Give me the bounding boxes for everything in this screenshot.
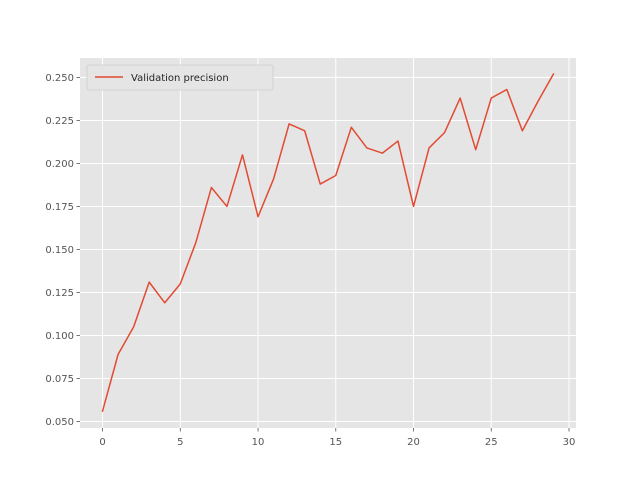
x-tick-label: 10: [252, 437, 265, 448]
y-tick-label: 0.200: [45, 159, 74, 170]
x-tick-label: 30: [563, 437, 576, 448]
y-tick-label: 0.250: [45, 73, 74, 84]
y-axis: 0.050 0.075 0.100 0.125 0.150 0.175 0.200 0.225…: [45, 73, 80, 428]
x-tick-label: 0: [99, 437, 105, 448]
y-tick-label: 0.100: [45, 331, 74, 342]
y-tick-label: 0.175: [45, 202, 74, 213]
x-axis: 0 5 10 15 20 25 30: [99, 428, 575, 448]
y-tick-label: 0.125: [45, 288, 74, 299]
x-tick-label: 20: [407, 437, 420, 448]
y-tick-label: 0.150: [45, 245, 74, 256]
plot-background: [80, 58, 576, 428]
y-tick-label: 0.225: [45, 116, 74, 127]
y-tick-label: 0.075: [45, 374, 74, 385]
legend-box: [86, 64, 274, 91]
legend-label: Validation precision: [131, 73, 229, 84]
grid-lines: [80, 58, 576, 428]
y-tick-label: 0.050: [45, 417, 74, 428]
legend: Validation precision: [86, 64, 274, 91]
x-tick-label: 25: [485, 437, 498, 448]
x-tick-label: 15: [329, 437, 342, 448]
series-line-validation-precision: [101, 72, 555, 413]
series-layer: [101, 72, 555, 413]
x-tick-label: 5: [177, 437, 183, 448]
